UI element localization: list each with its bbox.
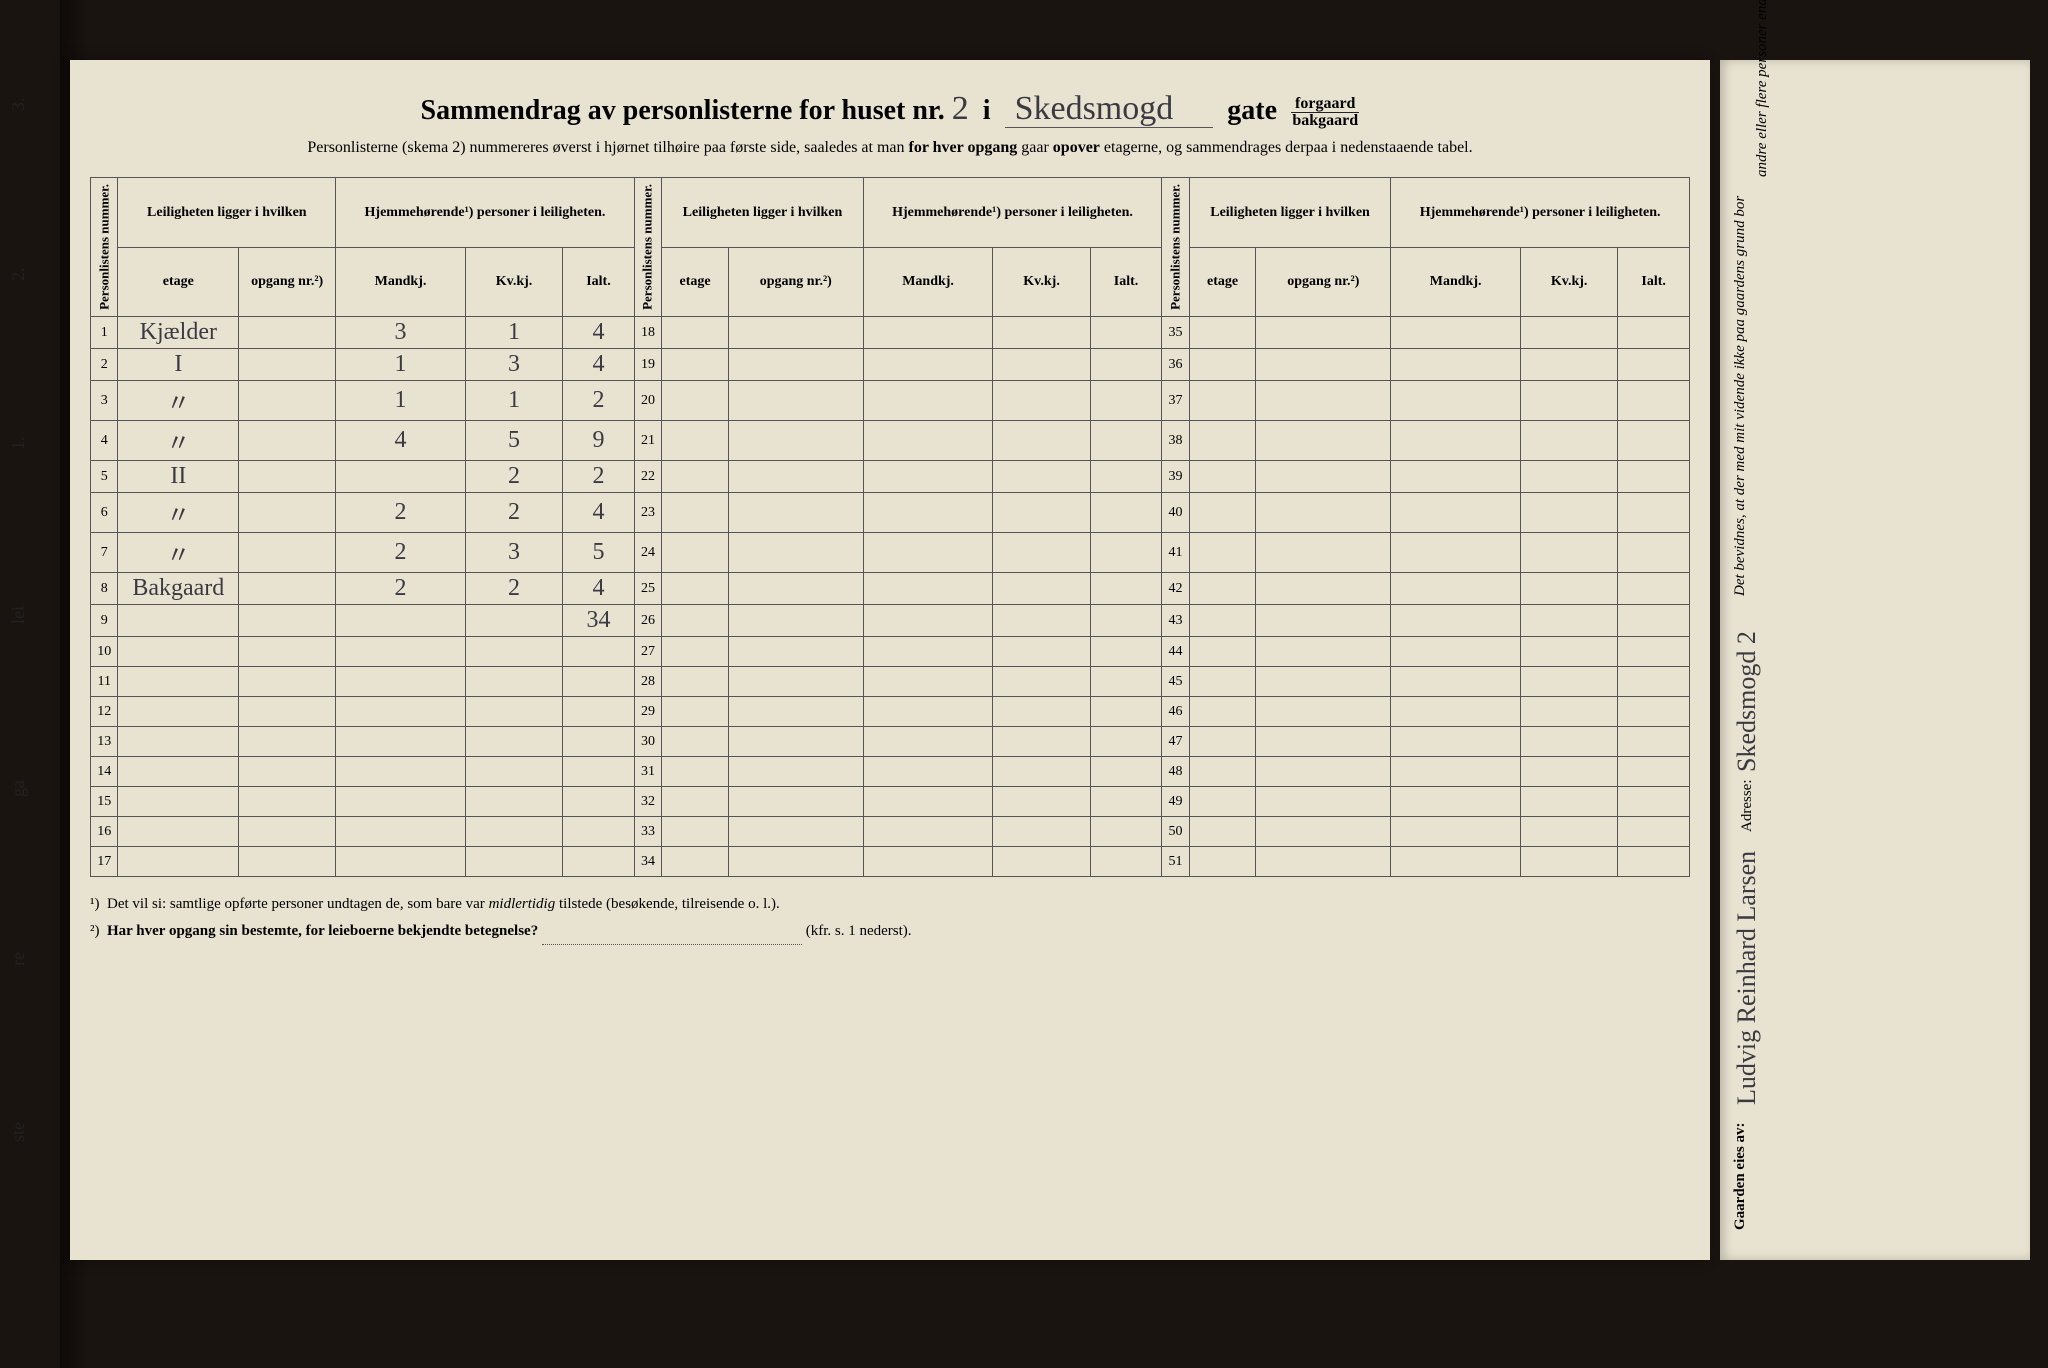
- table-row: 7〃2352441: [91, 533, 1690, 573]
- table-row: 5II222239: [91, 461, 1690, 493]
- table-row: 9342643: [91, 605, 1690, 637]
- table-row: 153249: [91, 787, 1690, 817]
- col-leilighet-1: Leiligheten ligger i hvilken: [118, 178, 336, 247]
- col-personlistens-1: Personlistens nummer.: [91, 178, 118, 317]
- col-hjemme-2: Hjemmehørende¹) personer i leiligheten.: [863, 178, 1162, 247]
- title-prefix: Sammendrag av personlisterne for huset n…: [421, 95, 945, 126]
- table-row: 133047: [91, 727, 1690, 757]
- summary-table: Personlistens nummer. Leiligheten ligger…: [90, 177, 1690, 877]
- col-hjemme-3: Hjemmehørende¹) personer i leiligheten.: [1391, 178, 1690, 247]
- table-row: 102744: [91, 637, 1690, 667]
- form-page: Sammendrag av personlisterne for huset n…: [70, 60, 1710, 1260]
- col-personlistens-2: Personlistens nummer.: [634, 178, 661, 317]
- table-row: 1Kjælder3141835: [91, 317, 1690, 349]
- table-row: 173451: [91, 847, 1690, 877]
- footnote-1: ¹) Det vil si: samtlige opførte personer…: [90, 891, 1690, 918]
- col-personlistens-3: Personlistens nummer.: [1162, 178, 1189, 317]
- right-panel: Gaarden eies av: Ludvig Reinhard Larsen …: [1720, 60, 2030, 1260]
- col-leilighet-2: Leiligheten ligger i hvilken: [662, 178, 863, 247]
- left-margin-marks: ste re ga lei 1. 2. 3.: [8, 20, 29, 1220]
- table-row: 143148: [91, 757, 1690, 787]
- table-row: 112845: [91, 667, 1690, 697]
- gaarden-eies: Gaarden eies av:: [1732, 1123, 1792, 1230]
- table-row: 6〃2242340: [91, 493, 1690, 533]
- house-number: 2: [952, 90, 969, 127]
- gaard-fraction: forgaard bakgaard: [1291, 96, 1359, 129]
- footnotes: ¹) Det vil si: samtlige opførte personer…: [90, 891, 1690, 945]
- bevidnes-b: andre eller flere personer end de paa me…: [1732, 0, 1792, 177]
- table-row: 4〃4592138: [91, 421, 1690, 461]
- owner-name: Ludvig Reinhard Larsen: [1732, 850, 1792, 1104]
- bevidnes-a: Det bevidnes, at der med mit vidende ikk…: [1732, 195, 1792, 595]
- table-row: 2I1341936: [91, 349, 1690, 381]
- col-hjemme-1: Hjemmehørende¹) personer i leiligheten.: [336, 178, 635, 247]
- subtitle: Personlisterne (skema 2) nummereres øver…: [90, 137, 1690, 159]
- title-gate: gate: [1227, 95, 1277, 126]
- table-row: 3〃1122037: [91, 381, 1690, 421]
- footnote-2: ²) Har hver opgang sin bestemte, for lei…: [90, 918, 1690, 945]
- table-body: 1Kjælder31418352I13419363〃11220374〃45921…: [91, 317, 1690, 877]
- table-row: 163350: [91, 817, 1690, 847]
- title-i: i: [983, 95, 991, 126]
- table-row: 8Bakgaard2242542: [91, 573, 1690, 605]
- owner-address: Adresse: Skedsmogd 2: [1732, 632, 1792, 833]
- table-row: 122946: [91, 697, 1690, 727]
- title: Sammendrag av personlisterne for huset n…: [90, 90, 1690, 129]
- col-leilighet-3: Leiligheten ligger i hvilken: [1189, 178, 1390, 247]
- street-name: Skedsmogd: [1005, 90, 1214, 128]
